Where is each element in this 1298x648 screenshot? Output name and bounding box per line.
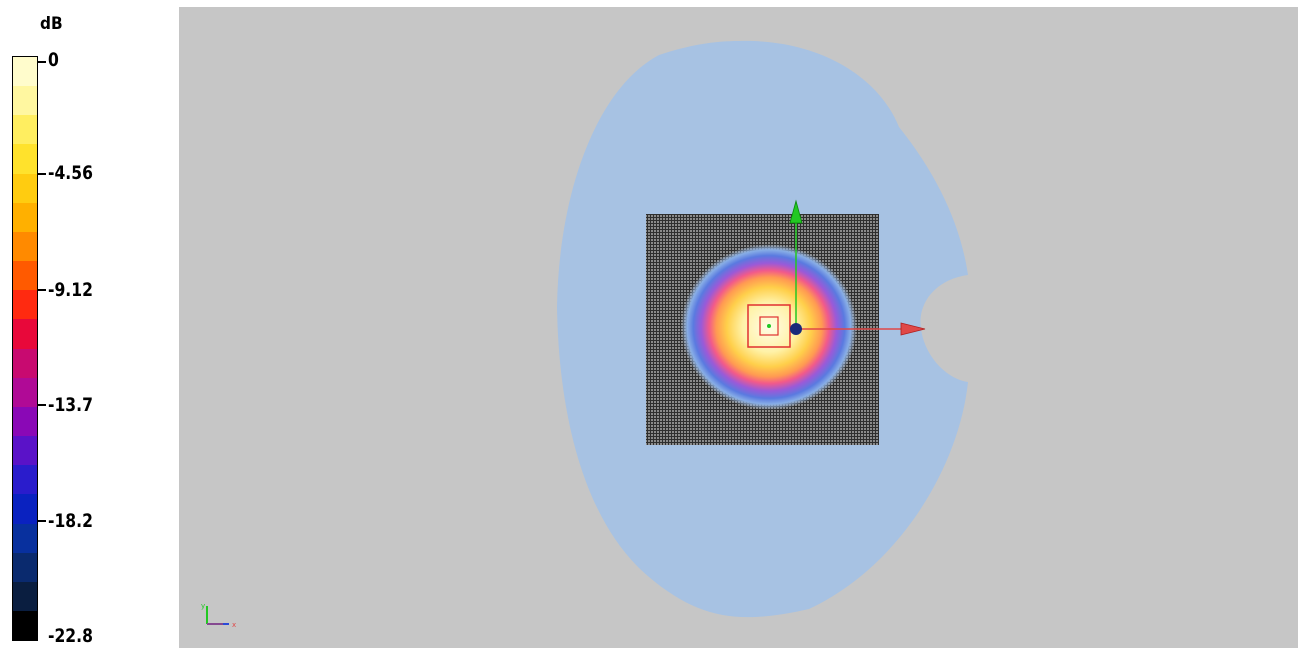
colorbar-tick-label: -4.56 [48,162,93,184]
source-outer-box [747,304,791,348]
colorbar-band [13,57,37,87]
colorbar-band [13,261,37,291]
colorbar-tick [38,173,46,175]
colorbar-tick [38,520,46,522]
colorbar-tick [38,289,46,291]
colorbar-band [13,610,37,641]
colorbar-band [13,86,37,116]
svg-text:y: y [201,602,205,610]
colorbar-band [13,144,37,174]
colorbar-tick-label: -22.8 [48,625,93,647]
orientation-triad: y x [201,602,236,629]
colorbar-tick [38,61,46,63]
y-axis-arrowhead [789,199,803,224]
colorbar-tick-label: -9.12 [48,279,93,301]
origin-marker [790,323,802,335]
source-point [767,324,771,328]
colorbar-band [13,377,37,407]
svg-text:x: x [232,621,236,629]
colorbar-tick-label: -13.7 [48,394,93,416]
colorbar-band [13,581,37,611]
colorbar-band [13,290,37,320]
colorbar-band [13,202,37,232]
colorbar-band [13,319,37,349]
colorbar-band [13,523,37,553]
colorbar-unit-label: dB [40,14,63,34]
colorbar-band [13,465,37,495]
colorbar-tick-label: -18.2 [48,510,93,532]
source-inner-box [759,316,779,336]
colorbar-band [13,494,37,524]
field-plot-scene [557,40,968,618]
colorbar-band [13,173,37,203]
3d-viewport[interactable]: y x [179,7,1298,648]
colorbar-band [13,115,37,145]
x-axis-arrowhead [900,322,926,336]
colorbar-band [13,231,37,262]
colorbar-band [13,348,37,378]
colorbar-tick-label: 0 [48,49,59,71]
colorbar [12,56,38,641]
colorbar-legend: dB 0 -4.56 -9.12 -13.7 -18.2 -22.8 [0,0,176,648]
colorbar-band [13,406,37,437]
colorbar-band [13,552,37,582]
colorbar-band [13,436,37,466]
colorbar-tick [38,404,46,406]
